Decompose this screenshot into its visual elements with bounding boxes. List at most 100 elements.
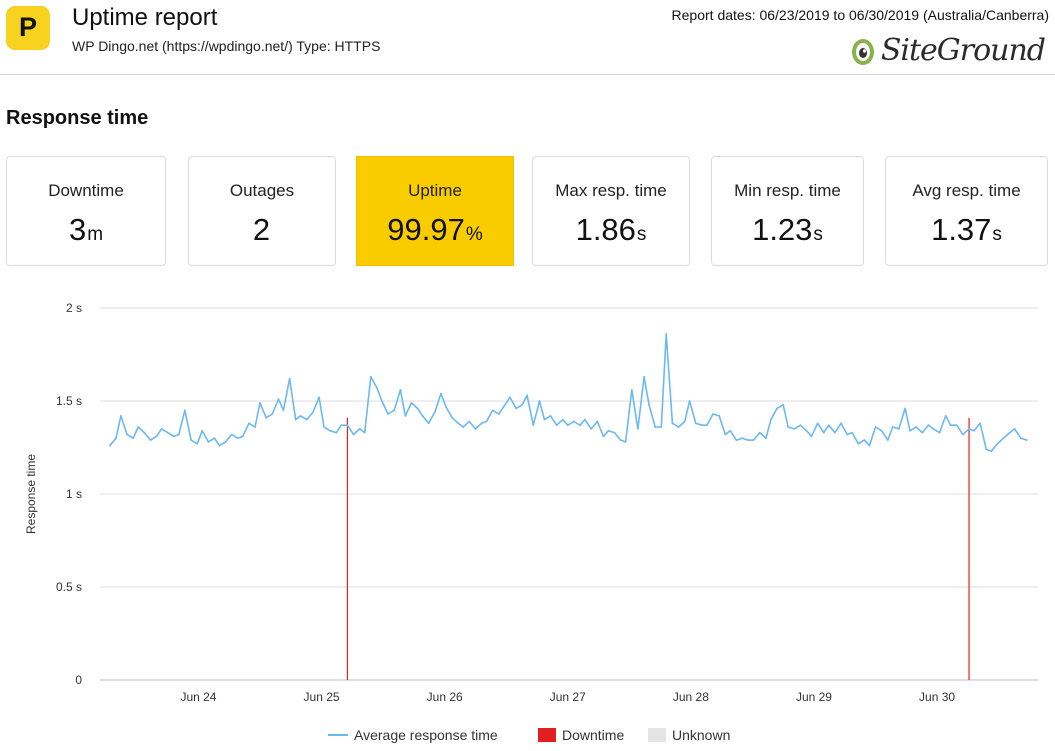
data-point bbox=[1008, 431, 1011, 434]
app-logo-letter: P bbox=[18, 12, 37, 42]
data-point bbox=[579, 424, 581, 427]
data-point bbox=[480, 422, 483, 425]
data-point bbox=[184, 409, 186, 412]
data-point bbox=[318, 396, 321, 399]
data-point bbox=[886, 439, 889, 441]
data-point bbox=[840, 422, 842, 425]
legend-item-downtime[interactable]: Downtime bbox=[538, 727, 624, 743]
data-point bbox=[265, 416, 268, 419]
data-point bbox=[259, 401, 261, 404]
response-time-chart: 0 0.5 s 1 s 1.5 s 2 s Jun 24 Jun 25 Jun 26 Jun 2… bbox=[24, 301, 1038, 704]
data-point bbox=[904, 407, 906, 410]
data-point bbox=[1019, 437, 1022, 440]
data-point bbox=[921, 431, 924, 434]
data-point bbox=[846, 433, 849, 436]
data-point bbox=[648, 403, 650, 406]
x-tick-label: Jun 24 bbox=[180, 690, 216, 704]
data-point bbox=[387, 413, 389, 415]
stat-value: 1.86s bbox=[533, 212, 689, 248]
data-point bbox=[566, 424, 569, 427]
data-point bbox=[833, 431, 836, 434]
data-point bbox=[613, 431, 616, 434]
data-point bbox=[799, 424, 802, 427]
data-point bbox=[149, 439, 152, 441]
data-point bbox=[863, 439, 866, 441]
data-point bbox=[868, 444, 871, 447]
header-divider bbox=[0, 74, 1055, 75]
legend-downtime-swatch bbox=[538, 728, 556, 742]
y-tick-label: 2 s bbox=[66, 301, 82, 315]
data-point bbox=[230, 433, 233, 436]
data-point bbox=[822, 431, 825, 434]
data-point bbox=[729, 429, 732, 432]
data-point bbox=[207, 441, 210, 443]
data-point bbox=[312, 411, 314, 414]
stat-card-max-resp: Max resp. time 1.86s bbox=[532, 156, 690, 266]
data-point bbox=[769, 418, 772, 421]
data-point bbox=[172, 435, 175, 438]
data-point bbox=[949, 424, 952, 427]
data-point bbox=[416, 407, 419, 410]
stat-label: Max resp. time bbox=[555, 181, 667, 200]
data-point bbox=[915, 426, 918, 428]
data-point bbox=[985, 448, 988, 451]
data-point bbox=[701, 424, 703, 427]
siteground-logo-text: SiteGround bbox=[880, 33, 1046, 68]
data-point bbox=[160, 428, 163, 430]
data-point bbox=[1013, 428, 1016, 430]
data-point bbox=[462, 426, 465, 428]
data-point bbox=[177, 433, 180, 436]
stat-card-min-resp: Min resp. time 1.23s bbox=[711, 156, 864, 266]
data-point bbox=[944, 414, 947, 417]
data-point bbox=[758, 431, 761, 434]
data-point bbox=[335, 431, 338, 434]
data-point bbox=[497, 413, 500, 415]
stat-value: 2 bbox=[189, 212, 335, 248]
data-point bbox=[671, 422, 674, 425]
data-point bbox=[816, 422, 819, 425]
data-point bbox=[254, 426, 257, 428]
data-point bbox=[538, 400, 541, 402]
stat-value: 3m bbox=[7, 212, 165, 248]
data-point bbox=[643, 375, 645, 378]
legend-label: Unknown bbox=[672, 727, 731, 743]
data-point bbox=[236, 437, 239, 440]
data-point bbox=[793, 428, 796, 430]
data-point bbox=[909, 429, 911, 432]
data-point bbox=[596, 420, 599, 423]
data-point bbox=[724, 433, 727, 436]
data-point bbox=[776, 407, 778, 410]
data-point bbox=[532, 424, 535, 427]
data-point bbox=[445, 405, 447, 408]
data-point bbox=[521, 403, 524, 406]
data-point bbox=[271, 413, 274, 415]
stat-number: 3 bbox=[68, 212, 87, 247]
stat-label: Avg resp. time bbox=[912, 181, 1021, 200]
data-point bbox=[108, 444, 111, 447]
data-point bbox=[369, 375, 372, 378]
series-line bbox=[109, 333, 1028, 452]
data-point bbox=[399, 388, 402, 391]
data-point bbox=[584, 418, 586, 421]
data-point bbox=[1026, 439, 1028, 441]
stat-value: 99.97% bbox=[357, 212, 513, 248]
stat-unit: s bbox=[992, 224, 1002, 245]
data-point bbox=[1002, 437, 1005, 440]
legend-item-unknown[interactable]: Unknown bbox=[648, 727, 730, 743]
data-point bbox=[305, 418, 308, 421]
data-point bbox=[515, 407, 517, 410]
data-point bbox=[973, 429, 975, 432]
data-point bbox=[248, 422, 250, 425]
stat-label: Outages bbox=[229, 181, 295, 200]
data-point bbox=[155, 435, 158, 438]
data-point bbox=[938, 431, 941, 434]
data-point bbox=[590, 428, 593, 430]
data-point bbox=[346, 424, 349, 427]
data-point bbox=[857, 442, 860, 445]
legend-item-avg[interactable]: Average response time bbox=[328, 727, 498, 743]
siteground-logo: SiteGround bbox=[849, 33, 1046, 68]
data-point bbox=[468, 420, 471, 423]
y-tick-label: 1.5 s bbox=[56, 394, 82, 408]
data-point bbox=[990, 450, 993, 453]
stat-number: 2 bbox=[252, 212, 271, 247]
